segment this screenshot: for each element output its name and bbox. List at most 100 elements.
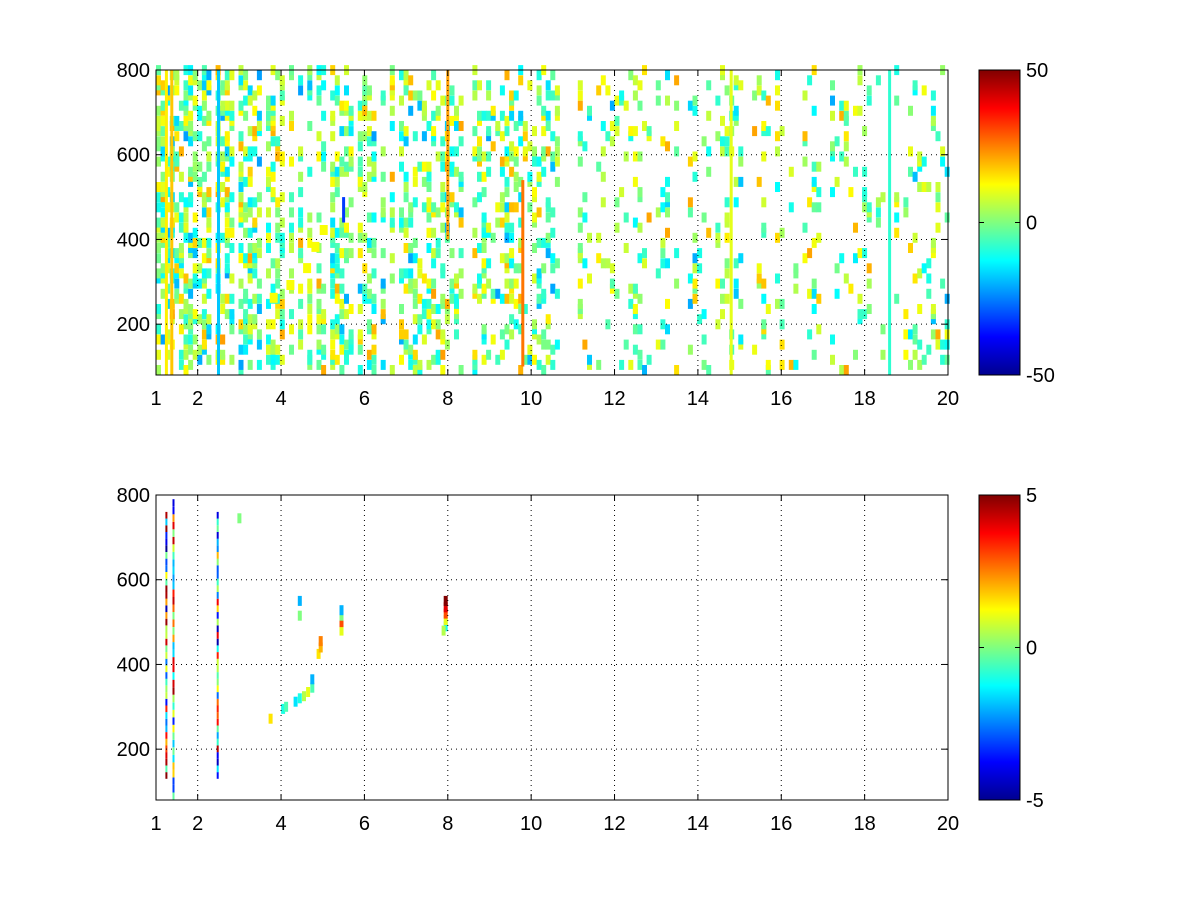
heatmap-cell [509,141,515,152]
heatmap-cell [935,339,941,350]
grid-lines [156,70,948,375]
heatmap-cell [609,136,615,147]
heatmap-cell [536,268,542,279]
heatmap-cell [738,176,744,187]
heatmap-cell [577,253,583,264]
heatmap-cell [600,75,606,86]
heatmap-cell [697,314,703,325]
heatmap-cell [431,136,437,147]
heatmap-cell [449,115,455,126]
heatmap-cell [357,156,363,167]
heatmap-cell [811,176,817,187]
heatmap-cell [178,171,184,182]
heatmap-cell [174,85,180,96]
heatmap-cell [297,610,302,621]
heatmap-cell [830,151,835,162]
heatmap-cell [298,217,304,228]
heatmap-cell [513,90,519,101]
heatmap-cell [912,334,918,345]
heatmap-cell [692,105,698,116]
heatmap-cell [366,171,372,182]
heatmap-cell [440,151,446,162]
heatmap-cell [307,359,313,370]
heatmap-cell [256,85,262,96]
heatmap-cell [412,288,418,299]
heatmap-cell [201,115,207,126]
heatmap-cell [853,253,858,264]
heatmap-cell [270,339,276,350]
heatmap-cell [316,344,322,355]
heatmap-cell [371,136,377,147]
heatmap-cell [334,95,340,106]
heatmap-streak [172,612,175,620]
colorbar-tick-label: 0 [1026,213,1037,235]
heatmap-cell [206,70,212,81]
heatmap-cell [224,85,230,96]
heatmap-cell [733,115,739,126]
heatmap-cell [192,227,198,238]
heatmap-streak [216,558,219,566]
heatmap-cell [665,70,670,81]
heatmap-cell [256,248,262,259]
heatmap-cell [642,365,647,375]
heatmap-cell [720,136,725,147]
heatmap-cell [554,105,560,116]
heatmap-cell [532,156,537,167]
colorbar-top: 500-50 [978,60,1055,387]
heatmap-cell [921,156,927,167]
heatmap-cell [481,171,487,182]
heatmap-cell [408,359,414,370]
heatmap-cell [201,273,207,284]
heatmap-streak [165,765,168,773]
heatmap-cell [440,298,446,309]
heatmap-cell [348,232,354,243]
heatmap-cell [399,329,404,340]
heatmap-cell [156,349,161,360]
heatmap-cell [268,713,273,724]
heatmap-cell [765,304,771,314]
heatmap-cell [440,136,446,147]
heatmap-cell [380,207,386,218]
heatmap-cell [930,105,936,116]
heatmap-cell [862,192,868,203]
heatmap-cell [192,314,198,325]
heatmap-cell [206,192,212,203]
heatmap-cell [174,288,180,299]
heatmap-cell [247,227,253,238]
heatmap-cell [389,105,395,116]
heatmap-streak [216,685,219,693]
heatmap-cell [554,288,560,299]
heatmap-cell [266,222,271,233]
heatmap-cell [220,80,226,91]
heatmap-cell [472,80,478,91]
heatmap-cell [518,304,524,314]
heatmap-cell [289,344,294,355]
heatmap-cell [220,197,226,208]
x-axis-ticks: 1 2 4 6 8 10 12 14 16 18 20 [150,70,959,410]
heatmap-cell [224,146,230,157]
heatmap-cell [197,354,203,365]
heatmap-cell [206,85,212,96]
x-tick-label: 2 [192,388,203,410]
heatmap-cell [371,161,377,172]
heatmap-cell [637,324,643,335]
heatmap-cell [348,161,354,172]
heatmap-cell [513,182,519,192]
heatmap-cell [330,288,336,299]
heatmap-cell [738,146,744,157]
heatmap-cell [224,192,230,203]
heatmap-cell [472,359,478,370]
heatmap-cell [486,90,492,101]
heatmap-cell [449,161,455,172]
heatmap-cell [279,95,285,106]
heatmap-cell [857,248,863,259]
heatmap-cell [623,212,629,223]
heatmap-cell [339,222,345,233]
heatmap-cell [421,100,427,111]
heatmap-cell [926,273,932,284]
y-tick-label: 400 [117,654,150,676]
heatmap-streak [216,745,219,753]
heatmap-cell [518,217,524,228]
heatmap-cell [692,232,698,243]
heatmap-cell [550,263,556,274]
